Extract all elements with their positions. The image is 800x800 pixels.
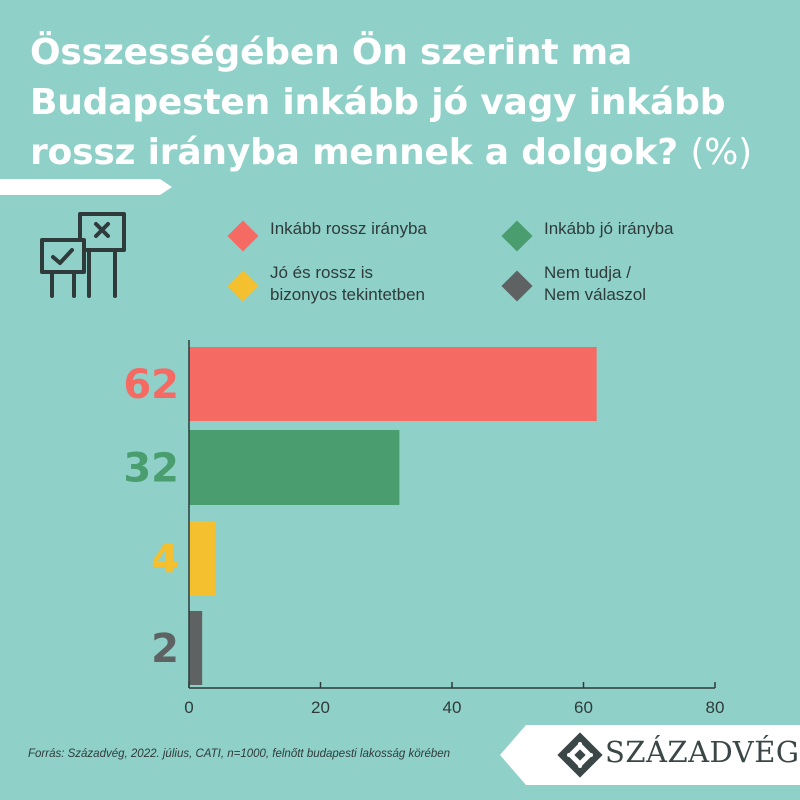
bar-3: [189, 611, 203, 685]
chart-title: Összességében Ön szerint ma Budapesten i…: [30, 28, 780, 178]
legend-item-mindketto: Jó és rossz is bizonyos tekintetben: [226, 262, 425, 306]
legend-label: Inkább rossz irányba: [270, 219, 427, 238]
bar-value-label: 4: [151, 537, 179, 583]
title-text: Összességében Ön szerint ma Budapesten i…: [30, 32, 726, 173]
x-tick-label: 20: [311, 698, 330, 717]
legend-label: Nem tudja / Nem válaszol: [544, 263, 647, 304]
bar-value-label: 32: [123, 446, 179, 492]
legend-label: Inkább jó irányba: [544, 219, 674, 238]
bar-1: [189, 430, 400, 505]
bar-2: [189, 521, 216, 596]
logo-banner: [500, 725, 800, 785]
bar-value-label: 62: [123, 362, 179, 408]
bar-value-label: 2: [151, 626, 179, 672]
bar-0: [189, 347, 597, 421]
title-underline-arrow: [0, 179, 172, 195]
x-tick-label: 0: [184, 698, 193, 717]
source-note: Forrás: Századvég, 2022. július, CATI, n…: [28, 748, 451, 760]
legend-item-jo: Inkább jó irányba: [500, 218, 674, 252]
x-tick-label: 80: [706, 698, 725, 717]
x-tick-label: 60: [574, 698, 593, 717]
legend-item-rossz: Inkább rossz irányba: [226, 218, 427, 252]
legend-label: Jó és rossz is bizonyos tekintetben: [270, 263, 425, 304]
legend-item-nem-tudja: Nem tudja / Nem válaszol: [500, 262, 646, 306]
x-tick-label: 40: [443, 698, 462, 717]
logo-text: SZÁZADVÉG: [605, 735, 800, 769]
ballot-signs-icon: [40, 212, 126, 298]
title-unit: (%): [690, 132, 753, 173]
